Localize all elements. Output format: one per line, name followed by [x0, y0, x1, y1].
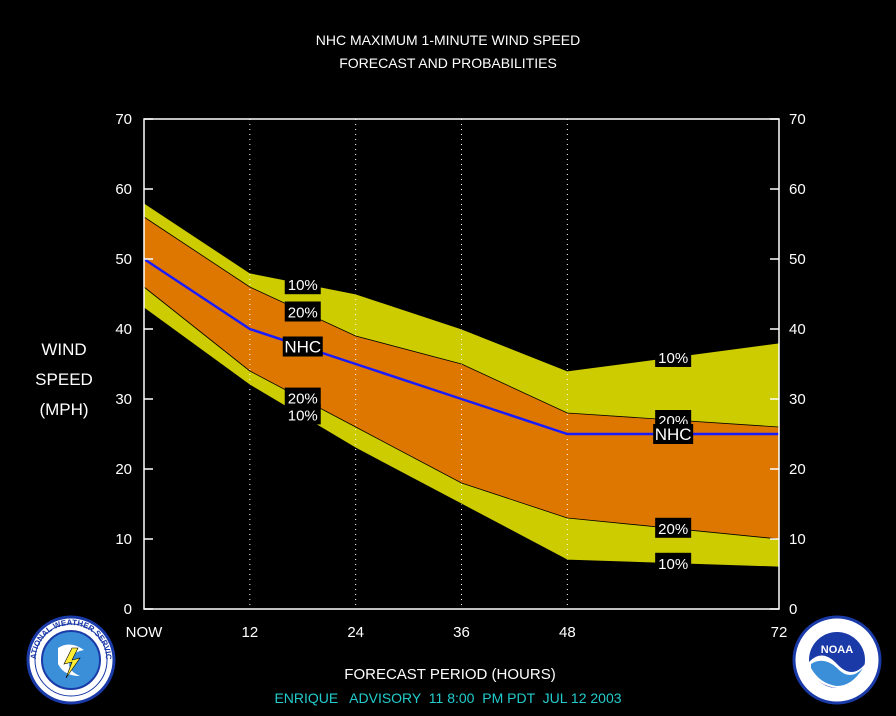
series-lines	[143, 202, 780, 568]
annotation-label-box	[653, 424, 694, 444]
y-tick-label-right: 20	[789, 461, 806, 478]
annotation-label: 20%	[655, 517, 692, 538]
annotation-label-box	[282, 336, 323, 357]
annotation-label-text: 20%	[658, 521, 688, 538]
annotation-label-text: 10%	[288, 407, 318, 424]
annotation-label: 10%	[284, 274, 321, 295]
annotation-label: 10%	[655, 552, 692, 573]
y-tick-label-right: 60	[789, 181, 806, 198]
y-tick-label-left: 50	[115, 251, 132, 268]
series-line-nhc	[143, 257, 779, 436]
x-tick-label: 72	[771, 624, 788, 641]
annotation-label-box	[655, 517, 692, 538]
y-axis-label-line2: SPEED	[35, 370, 93, 389]
plot-frame	[143, 118, 780, 610]
y-tick-label-left: 20	[115, 461, 132, 478]
x-axis-label: FORECAST PERIOD (HOURS)	[344, 666, 555, 683]
series-line-boundary-3	[143, 286, 780, 540]
noaa-logo-text: NOAA	[821, 644, 853, 656]
y-tick-label-right: 0	[789, 601, 797, 618]
annotation-label: 20%	[284, 387, 321, 408]
annotation-label: 10%	[655, 347, 692, 367]
y-tick-label-left: 60	[115, 181, 132, 198]
annotation-label-text: 20%	[288, 305, 318, 322]
x-tick-label: 36	[453, 624, 470, 641]
annotation-label-text: 10%	[658, 350, 688, 367]
series-line-boundary-1	[143, 216, 780, 428]
annotation-label: 20%	[284, 301, 321, 322]
series-line-boundary-4	[143, 307, 780, 568]
y-tick-label-right: 70	[789, 111, 806, 128]
x-tick-label: 12	[241, 624, 258, 641]
annotation-label-text: 10%	[288, 277, 318, 294]
y-tick-label-left: 10	[115, 531, 132, 548]
annotation-label-text: 20%	[288, 391, 318, 408]
y-tick-label-left: 40	[115, 321, 132, 338]
annotation-label-box	[284, 387, 321, 408]
annotation-label-text: 10%	[658, 556, 688, 573]
annotation-label-box	[284, 404, 321, 425]
x-tick-label: 24	[347, 624, 364, 641]
y-tick-label-right: 40	[789, 321, 806, 338]
series-line-boundary-0	[143, 202, 780, 372]
annotation-label-text: NHC	[655, 425, 692, 444]
axis-ticks: 0 0 10 10 20 20 30 30 40 40 50 50 60 60 70 70 NOW 12 24 36 4…	[115, 111, 805, 641]
annotation-label: 10%	[284, 404, 321, 425]
annotation-label-box	[655, 552, 692, 573]
y-tick-label-left: 30	[115, 391, 132, 408]
annotation-label-box	[655, 347, 692, 367]
chart-title-line2: FORECAST AND PROBABILITIES	[339, 55, 557, 71]
y-axis-label-line1: WIND	[41, 340, 86, 359]
x-tick-label: NOW	[126, 624, 164, 641]
annotation-label: NHC	[282, 336, 323, 357]
x-tick-label: 48	[559, 624, 576, 641]
band-20-percent	[144, 217, 779, 539]
advisory-text: ENRIQUE ADVISORY 11 8:00 PM PDT JUL 12 2…	[274, 690, 621, 706]
annotation-label: NHC	[653, 424, 694, 444]
noaa-logo: NOAA	[792, 615, 882, 705]
y-tick-label-right: 30	[789, 391, 806, 408]
annotation-label-text: NHC	[284, 338, 321, 357]
y-tick-label-left: 0	[124, 601, 132, 618]
y-axis-label-line3: (MPH)	[39, 400, 88, 419]
chart-title-line1: NHC MAXIMUM 1-MINUTE WIND SPEED	[316, 32, 580, 48]
annotation-label-box	[284, 301, 321, 322]
y-tick-label-right: 10	[789, 531, 806, 548]
y-tick-label-right: 50	[789, 251, 806, 268]
annotation-label-box	[284, 274, 321, 295]
y-tick-label-left: 70	[115, 111, 132, 128]
